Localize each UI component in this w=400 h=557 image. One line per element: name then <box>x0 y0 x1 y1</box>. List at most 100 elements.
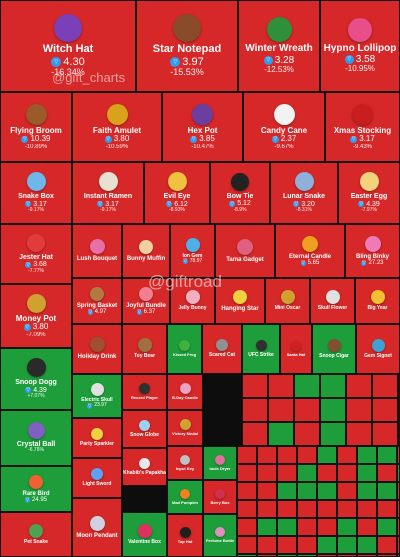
small-tile[interactable] <box>357 446 377 464</box>
small-tile[interactable] <box>257 536 277 554</box>
small-tile[interactable] <box>294 422 320 446</box>
small-tile[interactable] <box>268 422 294 446</box>
small-tile[interactable] <box>242 422 268 446</box>
tile-evil-eye[interactable]: Evil Eye ▽ 6.12 -8.93% <box>144 162 210 224</box>
tile-bow-tie[interactable]: Bow Tie ▽ 5.12 -8.9% <box>210 162 270 224</box>
small-tile[interactable] <box>372 374 398 398</box>
tile-gem-signet[interactable]: Gem Signet <box>356 324 400 374</box>
tile-victory-medal[interactable]: Victory Medal <box>167 410 203 446</box>
tile-ion-gem[interactable]: Ion Gem ▽ 78.97 <box>170 224 215 278</box>
small-tile[interactable] <box>237 518 257 536</box>
small-tile[interactable] <box>294 398 320 422</box>
tile-snow-globe[interactable]: Snow Globe <box>122 410 167 448</box>
small-tile[interactable] <box>297 518 317 536</box>
tile-mad-pumpkin[interactable]: Mad Pumpkin <box>167 480 203 514</box>
tile-ionic-dryer[interactable]: Ionic Dryer <box>203 446 237 480</box>
small-tile[interactable] <box>297 536 317 554</box>
small-tile[interactable] <box>320 422 346 446</box>
tile-big-year[interactable]: Big Year <box>355 278 400 324</box>
tile-bling-binky[interactable]: Bling Binky ▽ 27.23 <box>345 224 400 278</box>
small-tile[interactable] <box>317 518 337 536</box>
small-tile[interactable] <box>297 500 317 518</box>
tile-bunny-muffin[interactable]: Bunny Muffin <box>122 224 170 278</box>
tile-star-notepad[interactable]: Star Notepad ▽ 3.97 -15.53% <box>136 0 238 92</box>
small-tile[interactable] <box>237 482 257 500</box>
tile-snoop-dogg[interactable]: Snoop Dogg ▽ 4.39 +7.07% <box>0 348 72 410</box>
small-tile[interactable] <box>377 482 397 500</box>
small-tile[interactable] <box>357 518 377 536</box>
small-tile[interactable] <box>257 518 277 536</box>
small-tile[interactable] <box>257 482 277 500</box>
small-tile[interactable] <box>357 536 377 554</box>
tile-ufc-strike[interactable]: UFC Strike <box>242 324 280 374</box>
tile-scared-cat[interactable]: Scared Cat <box>202 324 242 374</box>
small-tile[interactable] <box>377 464 397 482</box>
small-tile[interactable] <box>337 464 357 482</box>
small-tile[interactable] <box>297 446 317 464</box>
small-tile[interactable] <box>320 398 346 422</box>
tile-mini-oscar[interactable]: Mini Oscar <box>265 278 310 324</box>
small-tile[interactable] <box>337 482 357 500</box>
small-tile[interactable] <box>317 536 337 554</box>
small-tile[interactable] <box>337 446 357 464</box>
tile-instant-ramen[interactable]: Instant Ramen ▽ 3.17 -9.17% <box>72 162 144 224</box>
small-tile[interactable] <box>357 464 377 482</box>
tile-crystal-ball[interactable]: Crystal Ball -6.76% <box>0 410 72 466</box>
tile-flying-broom[interactable]: Flying Broom ▽ 10.39 -10.89% <box>0 92 72 162</box>
small-tile[interactable] <box>357 482 377 500</box>
small-tile[interactable] <box>237 500 257 518</box>
small-tile[interactable] <box>337 500 357 518</box>
small-tile[interactable] <box>372 398 398 422</box>
tile-tama-gadget[interactable]: Tama Gadget <box>215 224 275 278</box>
small-tile[interactable] <box>277 500 297 518</box>
tile-lunar-snake[interactable]: Lunar Snake ▽ 3.20 -8.31% <box>270 162 338 224</box>
small-tile[interactable] <box>268 374 294 398</box>
tile-witch-hat[interactable]: Witch Hat ▽ 4.30 -16.34% <box>0 0 136 92</box>
tile-joyful-bundle[interactable]: Joyful Bundle ▽ 6.37 <box>122 278 170 324</box>
small-tile[interactable] <box>317 464 337 482</box>
small-tile[interactable] <box>237 536 257 554</box>
tile-candy-cane[interactable]: Candy Cane ▽ 2.37 -9.67% <box>243 92 325 162</box>
small-tile[interactable] <box>237 464 257 482</box>
small-tile[interactable] <box>242 398 268 422</box>
small-tile[interactable] <box>320 374 346 398</box>
tile-electric-skull[interactable]: Electric Skull ▽ 23.97 <box>72 374 122 418</box>
small-tile[interactable] <box>372 422 398 446</box>
small-tile[interactable] <box>294 374 320 398</box>
tile-input-key[interactable]: Input Key <box>167 446 203 480</box>
tile-faith-amulet[interactable]: Faith Amulet ▽ 3.80 -10.59% <box>72 92 162 162</box>
small-tile[interactable] <box>257 446 277 464</box>
small-tile[interactable] <box>377 536 397 554</box>
tile-hanging-star[interactable]: Hanging Star <box>215 278 265 324</box>
small-tile[interactable] <box>377 446 397 464</box>
tile-perfume-bottle[interactable]: Perfume Bottle <box>203 514 237 557</box>
tile-money-pot[interactable]: Money Pot ▽ 3.80 -7.09% <box>0 284 72 348</box>
tile-pet-snake[interactable]: Pet Snake <box>0 512 72 557</box>
tile-eternal-candle[interactable]: Eternal Candle ▽ 5.65 <box>275 224 345 278</box>
small-tile[interactable] <box>237 446 257 464</box>
tile-jelly-bunny[interactable]: Jelly Bunny <box>170 278 215 324</box>
tile-toy-bear[interactable]: Toy Bear <box>122 324 167 374</box>
tile-santa-hat[interactable]: Santa Hat <box>280 324 312 374</box>
small-tile[interactable] <box>257 464 277 482</box>
tile-winter-wreath[interactable]: Winter Wreath ▽ 3.28 -12.53% <box>238 0 320 92</box>
tile-moon-pendant[interactable]: Moon Pendant <box>72 498 122 557</box>
small-tile[interactable] <box>277 518 297 536</box>
small-tile[interactable] <box>317 482 337 500</box>
tile-light-sword[interactable]: Light Sword <box>72 458 122 498</box>
tile-top-hat[interactable]: Top Hat <box>167 514 203 557</box>
small-tile[interactable] <box>337 518 357 536</box>
tile-party-sparkler[interactable]: Party Sparkler <box>72 418 122 458</box>
small-tile[interactable] <box>317 446 337 464</box>
small-tile[interactable] <box>346 374 372 398</box>
small-tile[interactable] <box>297 482 317 500</box>
small-tile[interactable] <box>242 374 268 398</box>
tile-easter-egg[interactable]: Easter Egg ▽ 4.39 -7.97% <box>338 162 400 224</box>
small-tile[interactable] <box>277 464 297 482</box>
tile-holiday-drink[interactable]: Holiday Drink <box>72 324 122 374</box>
small-tile[interactable] <box>377 500 397 518</box>
small-tile[interactable] <box>317 500 337 518</box>
tile-berry-box[interactable]: Berry Box <box>203 480 237 514</box>
tile-lush-bouquet[interactable]: Lush Bouquet <box>72 224 122 278</box>
tile-hypno-lollipop[interactable]: Hypno Lollipop ▽ 3.58 -10.95% <box>320 0 400 92</box>
